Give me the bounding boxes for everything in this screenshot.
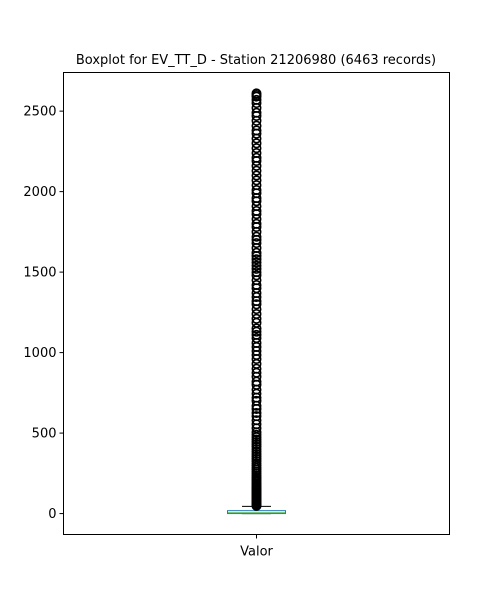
outlier-point [251, 120, 262, 131]
outlier-point [251, 263, 262, 274]
outlier-point [251, 231, 262, 242]
outlier-point [251, 254, 262, 265]
outlier-point [251, 333, 262, 344]
x-tick-label: Valor [240, 545, 273, 560]
y-tick-label: 2500 [23, 105, 56, 120]
outlier-point [251, 260, 262, 271]
outlier-point [251, 411, 262, 422]
outlier-point [251, 143, 262, 154]
y-tick-label: 1500 [23, 266, 56, 281]
outlier-point [251, 147, 262, 158]
outlier-point [251, 94, 262, 105]
outlier-point [251, 267, 262, 278]
outlier-point [251, 299, 262, 310]
outlier-point [251, 185, 262, 196]
y-tick-label: 2000 [23, 185, 56, 200]
outlier-point [251, 395, 262, 406]
outlier-point [251, 138, 262, 149]
outlier-point [251, 107, 262, 118]
outlier-point [251, 313, 262, 324]
outlier-point [251, 180, 262, 191]
y-tick-label: 500 [32, 427, 57, 442]
outlier-point [251, 170, 262, 181]
outlier-point [251, 363, 262, 374]
outlier-point [251, 165, 262, 176]
outlier-point [251, 257, 262, 268]
outlier-point [251, 415, 262, 426]
x-axis: Valor [240, 534, 274, 560]
outlier-point [251, 329, 262, 340]
outlier-point [251, 247, 262, 258]
outlier-point [251, 125, 262, 136]
outlier-point [251, 407, 262, 418]
outlier-point [251, 152, 262, 163]
outlier-point [251, 308, 262, 319]
outlier-point [251, 323, 262, 334]
y-axis: 0 500 1000 1500 2000 2500 [23, 105, 64, 522]
plot-marks [227, 88, 286, 515]
y-tick-label: 1000 [23, 346, 56, 361]
chart-title: Boxplot for EV_TT_D - Station 21206980 (… [76, 53, 436, 68]
outlier-point [251, 270, 262, 281]
plot-area-frame [63, 72, 450, 535]
outlier-point [251, 175, 262, 186]
outlier-point [251, 238, 262, 249]
y-tick-label: 0 [48, 507, 56, 522]
outlier-point [251, 205, 262, 216]
outlier-point [251, 218, 262, 229]
outlier-point [251, 279, 262, 290]
outlier-point [251, 88, 262, 99]
